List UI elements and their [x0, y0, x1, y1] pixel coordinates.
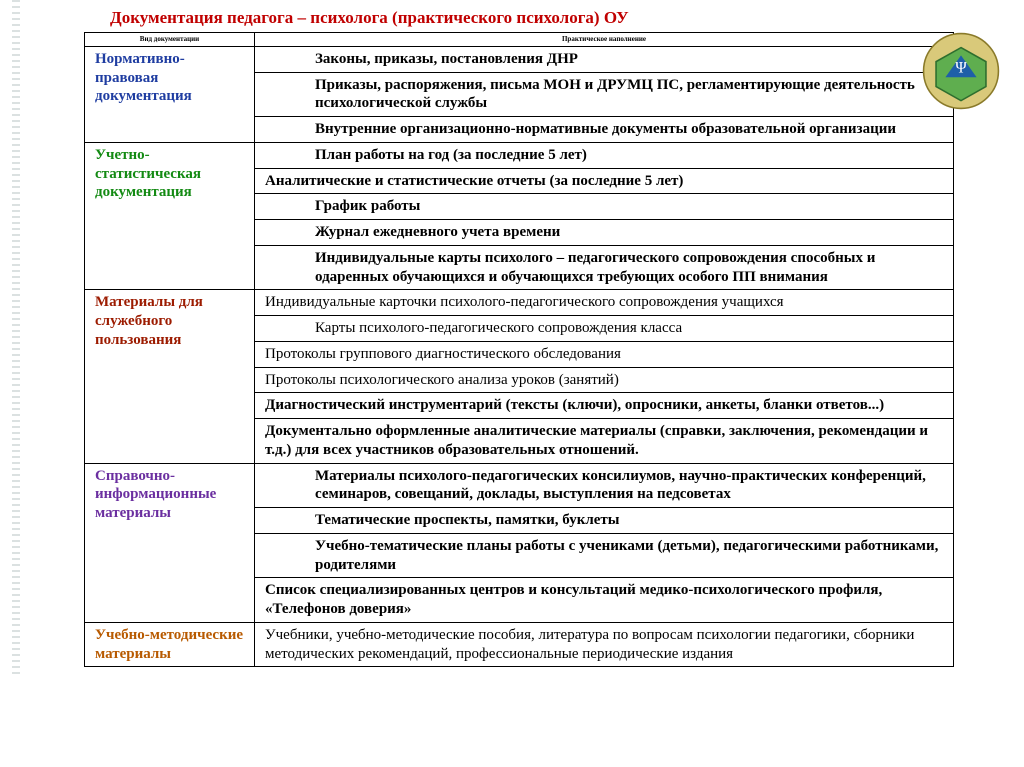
content-cell: Протоколы группового диагностического об…: [255, 341, 954, 367]
category-cell: Учетно-статистическая документация: [85, 142, 255, 290]
content-cell: План работы на год (за последние 5 лет): [255, 142, 954, 168]
category-cell: Нормативно-правовая документация: [85, 46, 255, 142]
content-cell: Материалы психолого-педагогических конси…: [255, 463, 954, 508]
table-row: Справочно-информационные материалыМатери…: [85, 463, 954, 508]
content-cell: Аналитические и статистические отчеты (з…: [255, 168, 954, 194]
table-row: Нормативно-правовая документацияЗаконы, …: [85, 46, 954, 72]
content-cell: Индивидуальные карточки психолого-педаго…: [255, 290, 954, 316]
content-cell: Диагностический инструментарий (тексты (…: [255, 393, 954, 419]
content-cell: Документально оформленные аналитические …: [255, 419, 954, 464]
documentation-table: Вид документации Практическое наполнение…: [84, 32, 954, 667]
table-row: Материалы для служебного пользованияИнди…: [85, 290, 954, 316]
content-cell: Тематические проспекты, памятки, буклеты: [255, 508, 954, 534]
content-cell: Учебники, учебно-методические пособия, л…: [255, 622, 954, 667]
content-cell: Внутренние организационно-нормативные до…: [255, 117, 954, 143]
content-cell: Журнал ежедневного учета времени: [255, 220, 954, 246]
col-header-category: Вид документации: [85, 33, 255, 47]
content-cell: Приказы, распоряжения, письма МОН и ДРУМ…: [255, 72, 954, 117]
table-row: Учебно-методические материалыУчебники, у…: [85, 622, 954, 667]
content-cell: Индивидуальные карты психолого – педагог…: [255, 245, 954, 290]
content-cell: Список специализированных центров и конс…: [255, 578, 954, 623]
category-cell: Учебно-методические материалы: [85, 622, 255, 667]
content-cell: Законы, приказы, постановления ДНР: [255, 46, 954, 72]
content-cell: График работы: [255, 194, 954, 220]
svg-text:Ψ: Ψ: [955, 60, 967, 77]
content-cell: Протоколы психологического анализа уроко…: [255, 367, 954, 393]
table-row: Учетно-статистическая документацияПлан р…: [85, 142, 954, 168]
organization-logo: Ψ: [922, 32, 1000, 110]
col-header-content: Практическое наполнение: [255, 33, 954, 47]
page-title: Документация педагога – психолога (практ…: [110, 8, 1004, 28]
content-cell: Учебно-тематические планы работы с учени…: [255, 533, 954, 578]
content-cell: Карты психолого-педагогического сопровож…: [255, 316, 954, 342]
category-cell: Справочно-информационные материалы: [85, 463, 255, 622]
category-cell: Материалы для служебного пользования: [85, 290, 255, 463]
decorative-stripe: [12, 0, 20, 675]
